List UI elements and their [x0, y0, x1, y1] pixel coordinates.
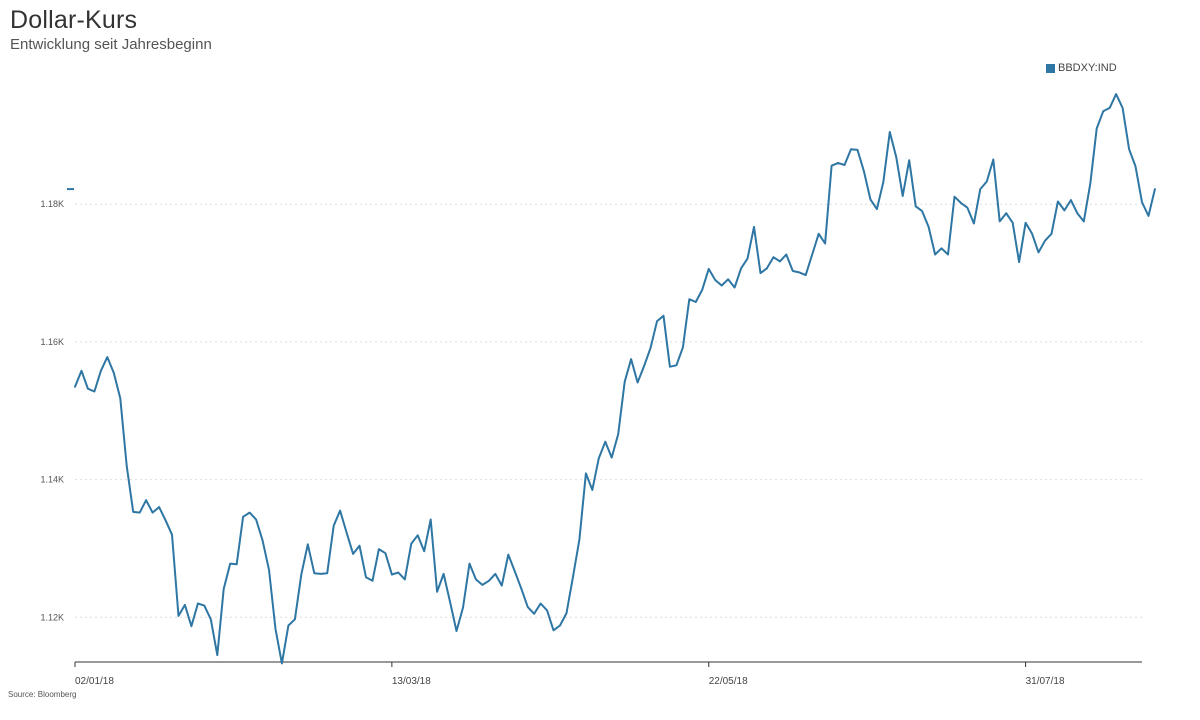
grid-layer — [75, 203, 1142, 618]
y-axis: 1.12K 1.14K 1.16K 1.18K — [40, 199, 64, 622]
x-tick-label: 22/05/18 — [709, 676, 748, 687]
legend: BBDXY:IND — [1046, 62, 1117, 74]
x-tick-label: 31/07/18 — [1026, 676, 1065, 687]
series-line — [74, 93, 1156, 665]
x-tick-label: 02/01/18 — [75, 676, 114, 687]
x-tick-label: 13/03/18 — [392, 676, 431, 687]
x-axis: 02/01/18 13/03/18 22/05/18 31/07/18 — [74, 661, 1142, 687]
series-layer — [67, 93, 1156, 665]
legend-label: BBDXY:IND — [1058, 62, 1117, 74]
chart-title: Dollar-Kurs — [10, 6, 138, 34]
y-tick-label: 1.14K — [40, 475, 64, 485]
source-note: Source: Bloomberg — [8, 690, 77, 699]
y-tick-label: 1.18K — [40, 199, 64, 209]
legend-swatch — [1046, 63, 1055, 73]
y-tick-label: 1.12K — [40, 612, 64, 622]
y-tick-label: 1.16K — [40, 337, 64, 347]
chart-subtitle: Entwicklung seit Jahresbeginn — [10, 36, 212, 53]
